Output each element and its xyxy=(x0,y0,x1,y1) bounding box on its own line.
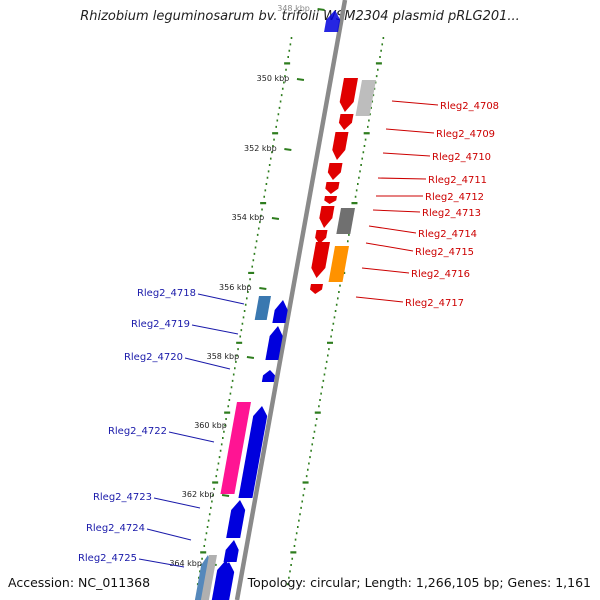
forward-gene-block xyxy=(336,208,355,234)
reverse-gene-arrow xyxy=(238,406,268,498)
reverse-gene-label: Rleg2_4718 xyxy=(137,288,196,299)
reverse-gene-label: Rleg2_4722 xyxy=(108,426,167,437)
ruler-label: 358 kbp xyxy=(207,352,240,361)
forward-label-leader xyxy=(382,152,431,157)
reverse-gene-block xyxy=(220,402,251,494)
forward-gene-arrow xyxy=(315,230,328,244)
forward-label-leader xyxy=(377,177,427,180)
forward-gene-arrow xyxy=(311,242,330,278)
reverse-strand-genes: Rleg2_4718 Rleg2_4719 Rleg2_4720 Rleg2_4722… xyxy=(78,10,341,600)
forward-gene-arrow xyxy=(338,114,354,130)
forward-gene-arrow xyxy=(324,196,337,204)
reverse-gene-arrow xyxy=(324,10,341,32)
ruler-label: 350 kbp xyxy=(257,74,290,83)
forward-label-leader xyxy=(385,128,435,134)
ruler-tick xyxy=(271,217,280,220)
forward-strand-genes: Rleg2_4708 Rleg2_4709 Rleg2_4710 Rleg2_4711… xyxy=(310,78,499,309)
reverse-label-leader xyxy=(138,558,185,568)
forward-gene-arrow xyxy=(339,78,358,112)
reverse-gene-block xyxy=(254,296,271,320)
map-title: Rhizobium leguminosarum bv. trifolii WSM… xyxy=(80,9,520,24)
forward-gene-label: Rleg2_4713 xyxy=(422,208,481,219)
reverse-label-leader xyxy=(146,528,192,541)
ruler-label: 354 kbp xyxy=(232,213,265,222)
forward-gene-arrow xyxy=(332,132,349,160)
reverse-label-leader xyxy=(184,357,231,370)
reverse-label-leader xyxy=(191,324,239,335)
reverse-gene-label: Rleg2_4725 xyxy=(78,553,137,564)
forward-gene-label: Rleg2_4716 xyxy=(411,269,470,280)
forward-label-leader xyxy=(391,100,439,106)
ruler-label: 348 kbp xyxy=(277,4,310,13)
forward-gene-label: Rleg2_4717 xyxy=(405,298,464,309)
ruler-tick xyxy=(259,287,267,290)
forward-gene-label: Rleg2_4711 xyxy=(428,175,487,186)
reverse-gene-arrow xyxy=(226,500,246,538)
forward-gene-label: Rleg2_4709 xyxy=(436,129,495,140)
accession-label: Accession: NC_011368 xyxy=(8,575,151,590)
reverse-gene-label: Rleg2_4719 xyxy=(131,319,190,330)
reverse-gene-arrow xyxy=(261,370,276,382)
forward-label-leader xyxy=(368,225,417,234)
reverse-gene-arrow xyxy=(265,326,283,360)
reverse-gene-arrow xyxy=(211,560,232,600)
reverse-label-leader xyxy=(168,431,215,443)
forward-gene-block xyxy=(328,246,349,282)
forward-gene-label: Rleg2_4714 xyxy=(418,229,477,240)
ruler-tick xyxy=(221,494,230,497)
reverse-gene-label: Rleg2_4723 xyxy=(93,492,152,503)
ruler-tick xyxy=(284,148,292,151)
forward-gene-label: Rleg2_4708 xyxy=(440,101,499,112)
reverse-label-leader xyxy=(153,497,201,509)
genome-summary: Topology: circular; Length: 1,266,105 bp… xyxy=(247,575,591,590)
reverse-gene-label: Rleg2_4724 xyxy=(86,523,145,534)
forward-label-leader xyxy=(372,209,421,213)
forward-gene-arrow xyxy=(325,182,340,194)
forward-gene-label: Rleg2_4710 xyxy=(432,152,491,163)
forward-gene-arrow xyxy=(310,284,323,294)
ruler-tick xyxy=(246,356,255,359)
forward-gene-block xyxy=(355,80,376,116)
ruler-label: 364 kbp xyxy=(169,559,202,568)
forward-gene-arrow xyxy=(327,163,343,180)
reverse-gene-arrow xyxy=(223,540,239,562)
ruler-tick xyxy=(296,78,305,81)
reverse-gene-arrow xyxy=(272,300,288,323)
forward-gene-label: Rleg2_4712 xyxy=(425,192,484,203)
forward-label-leader xyxy=(355,296,404,303)
ruler-label: 360 kbp xyxy=(194,421,227,430)
forward-label-leader xyxy=(361,267,410,274)
reverse-gene-label: Rleg2_4720 xyxy=(124,352,183,363)
forward-gene-label: Rleg2_4715 xyxy=(415,247,474,258)
forward-label-leader xyxy=(365,242,414,252)
forward-gene-arrow xyxy=(319,206,335,228)
reverse-label-leader xyxy=(197,293,245,305)
ruler-label: 362 kbp xyxy=(182,490,215,499)
ruler-label: 352 kbp xyxy=(244,144,277,153)
backbone-line xyxy=(234,0,348,600)
reverse-gene-block xyxy=(200,555,217,600)
ruler-label: 356 kbp xyxy=(219,283,252,292)
ruler-tick xyxy=(317,8,325,11)
